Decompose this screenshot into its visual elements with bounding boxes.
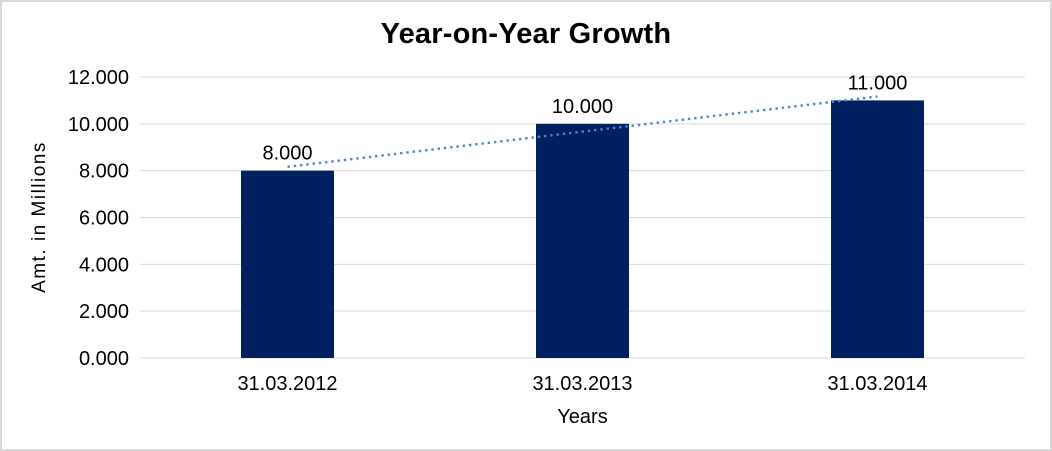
trendline [287, 95, 878, 168]
bar-data-label: 11.000 [848, 72, 908, 94]
y-tick-label: 4.000 [79, 254, 129, 276]
y-tick-label: 10.000 [68, 114, 129, 136]
bar [831, 100, 924, 359]
y-tick-label: 12.000 [68, 67, 129, 89]
y-tick-label: 0.000 [79, 348, 129, 370]
bar-data-label: 8.000 [262, 143, 312, 165]
bar [536, 123, 629, 358]
x-axis-title: Years [557, 406, 608, 428]
x-tick-label: 31.03.2014 [827, 373, 927, 395]
bar-data-label: 10.000 [552, 96, 613, 118]
chart-title: Year-on-Year Growth [380, 18, 672, 50]
x-tick-label: 31.03.2013 [532, 373, 632, 395]
bar [241, 170, 334, 358]
x-tick-label: 31.03.2012 [237, 373, 337, 395]
y-tick-label: 8.000 [79, 161, 129, 183]
y-tick-label: 2.000 [79, 301, 129, 323]
y-tick-label: 6.000 [79, 208, 129, 230]
